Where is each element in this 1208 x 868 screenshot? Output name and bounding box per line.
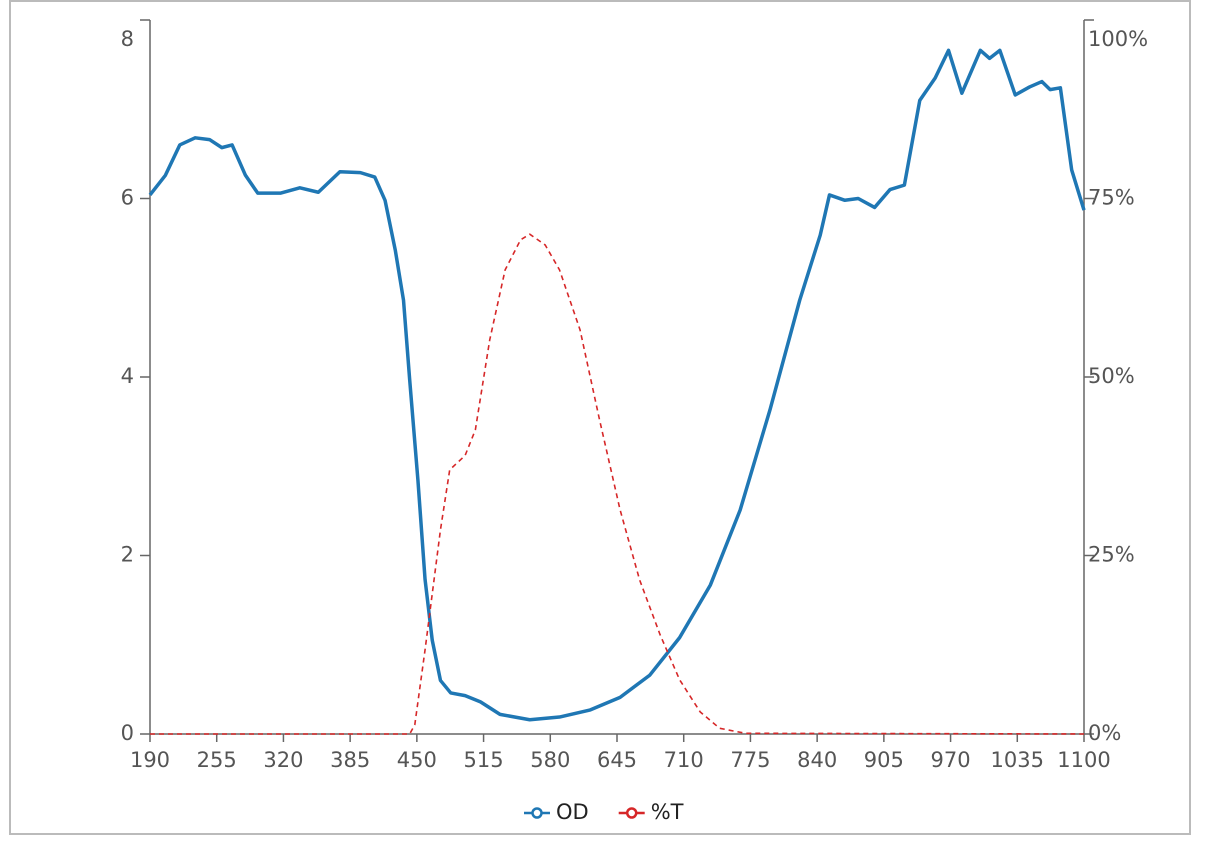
- y-tick-label: 8: [121, 27, 134, 51]
- legend-label: %T: [651, 800, 684, 824]
- y-tick-label: 4: [121, 364, 134, 388]
- line-series: [148, 48, 1086, 722]
- x-tick-label: 1100: [1057, 748, 1110, 772]
- x-tick-label: 1035: [991, 748, 1044, 772]
- x-tick-label: 255: [197, 748, 237, 772]
- y2-tick-label: 0%: [1088, 721, 1121, 745]
- line-series: [150, 233, 1085, 735]
- y2-tick-label: 75%: [1088, 186, 1135, 210]
- x-tick-label: 840: [797, 748, 837, 772]
- y2-tick-label: 50%: [1088, 364, 1135, 388]
- x-tick-label: 515: [464, 748, 504, 772]
- x-tick-label: 450: [397, 748, 437, 772]
- x-tick-label: 580: [530, 748, 570, 772]
- legend-marker: [625, 807, 638, 819]
- x-tick-label: 190: [130, 748, 170, 772]
- x-tick-label: 645: [597, 748, 637, 772]
- x-tick-label: 320: [263, 748, 303, 772]
- y2-tick-label: 25%: [1088, 543, 1135, 567]
- x-tick-label: 905: [864, 748, 904, 772]
- y-tick-label: 6: [121, 186, 134, 210]
- x-tick-label: 775: [730, 748, 770, 772]
- y2-tick-label: 100%: [1088, 27, 1148, 51]
- frame: [9, 0, 1191, 835]
- legend-marker: [531, 807, 543, 819]
- y-tick-label: 2: [121, 543, 134, 567]
- y-tick-label: 0: [121, 721, 134, 745]
- legend-label: OD: [556, 800, 589, 824]
- legend-item: %T: [618, 800, 684, 824]
- legend-item: OD: [524, 800, 589, 824]
- x-tick-label: 385: [330, 748, 370, 772]
- x-tick-label: 970: [931, 748, 971, 772]
- x-tick-label: 710: [664, 748, 704, 772]
